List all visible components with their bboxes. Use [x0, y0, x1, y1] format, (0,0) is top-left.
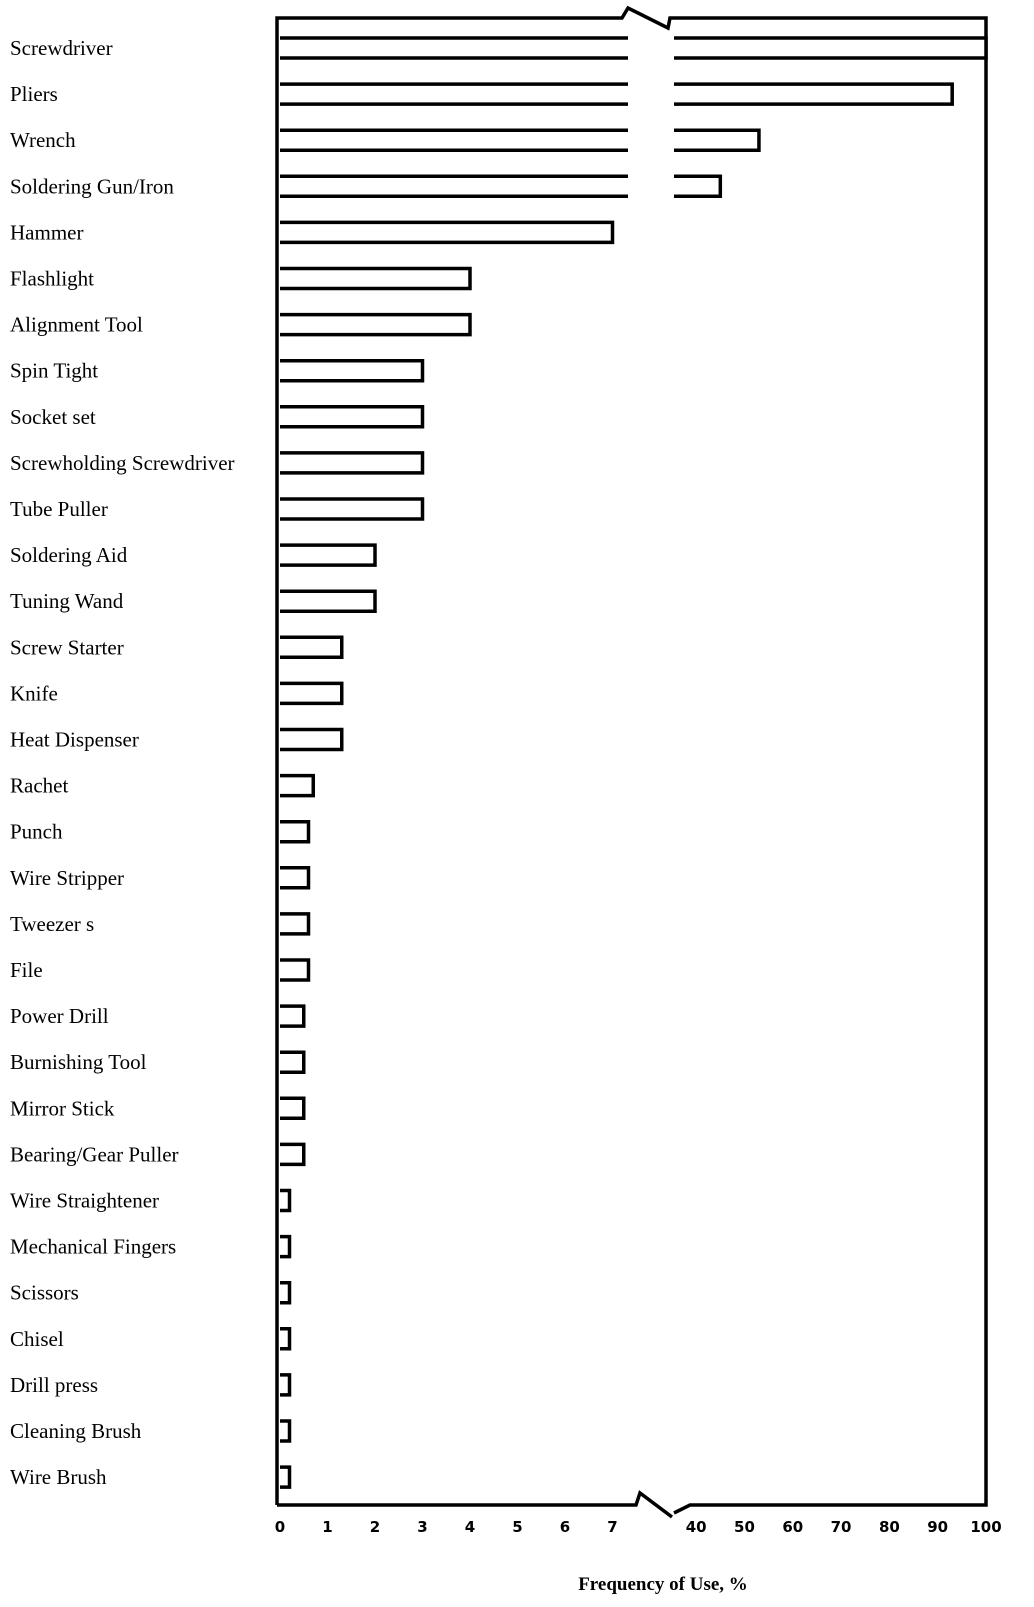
bar-low-segment — [280, 174, 628, 199]
category-label: Soldering Aid — [10, 543, 128, 567]
category-label: Punch — [10, 820, 63, 844]
category-label: Wire Stripper — [10, 866, 124, 890]
bar — [280, 958, 311, 982]
category-label: Tube Puller — [10, 497, 108, 521]
bar — [280, 819, 311, 844]
bar — [280, 497, 425, 521]
category-label: Wrench — [10, 128, 76, 152]
category-label: Mechanical Fingers — [10, 1235, 176, 1259]
bar — [280, 405, 425, 429]
category-label: Flashlight — [10, 267, 94, 291]
bar — [280, 589, 377, 613]
bar — [280, 358, 425, 383]
category-label: Knife — [10, 681, 58, 705]
x-tick-label: 3 — [417, 1518, 427, 1536]
bar — [280, 727, 344, 752]
x-tick-label: 40 — [686, 1518, 707, 1536]
bar — [280, 1419, 292, 1443]
x-tick-label: 4 — [465, 1518, 475, 1536]
x-tick-label: 1 — [322, 1518, 332, 1536]
bar — [280, 912, 311, 936]
bar — [280, 866, 311, 890]
bar-low-segment — [280, 128, 628, 152]
category-label: File — [10, 958, 43, 982]
category-label: Bearing/Gear Puller — [10, 1142, 179, 1166]
bar — [280, 1327, 292, 1351]
x-tick-label: 2 — [370, 1518, 380, 1536]
bar — [280, 1280, 292, 1305]
x-tick-label: 60 — [782, 1518, 803, 1536]
bar — [280, 220, 615, 245]
category-label: Mirror Stick — [10, 1096, 115, 1120]
category-label: Heat Dispenser — [10, 728, 139, 752]
bar — [280, 681, 344, 706]
category-label: Power Drill — [10, 1004, 109, 1028]
x-tick-label: 70 — [831, 1518, 852, 1536]
category-label: Tweezer s — [10, 912, 94, 936]
bar — [280, 1188, 292, 1213]
bar — [280, 1142, 306, 1167]
bar — [280, 1096, 306, 1121]
bar — [280, 266, 472, 291]
x-tick-label: 80 — [879, 1518, 900, 1536]
category-label: Screwholding Screwdriver — [10, 451, 235, 475]
x-tick-label: 0 — [275, 1518, 285, 1536]
category-label: Drill press — [10, 1373, 98, 1397]
bar — [280, 1373, 292, 1397]
category-label: Hammer — [10, 220, 83, 244]
bar — [280, 1234, 292, 1259]
category-label: Chisel — [10, 1327, 64, 1351]
bar-high-segment — [674, 174, 723, 199]
category-label: Rachet — [10, 774, 68, 798]
category-label: Scissors — [10, 1281, 79, 1305]
bar — [280, 1465, 292, 1489]
category-label: Cleaning Brush — [10, 1419, 142, 1443]
bar — [280, 1004, 306, 1028]
category-label: Socket set — [10, 405, 96, 429]
bar-high-segment — [674, 128, 761, 152]
x-axis-break-line — [277, 1490, 674, 1519]
bar — [280, 543, 377, 567]
x-tick-label: 7 — [607, 1518, 617, 1536]
bar-high-segment — [674, 82, 954, 106]
x-tick-label: 50 — [734, 1518, 755, 1536]
bar — [280, 773, 315, 798]
category-label: Wire Straightener — [10, 1189, 159, 1213]
bar — [280, 451, 425, 475]
category-label: Soldering Gun/Iron — [10, 174, 174, 198]
x-tick-label: 90 — [927, 1518, 948, 1536]
category-label: Pliers — [10, 82, 58, 106]
bar-high-segment — [674, 36, 988, 60]
axis-frame — [275, 5, 988, 1515]
bar-low-segment — [280, 36, 628, 60]
x-tick-label: 5 — [512, 1518, 522, 1536]
x-tick-label: 6 — [560, 1518, 570, 1536]
x-axis-title: Frequency of Use, % — [578, 1574, 748, 1595]
category-label: Tuning Wand — [10, 589, 124, 613]
category-label: Screwdriver — [10, 36, 113, 60]
category-label: Burnishing Tool — [10, 1050, 147, 1074]
category-label: Alignment Tool — [10, 313, 143, 337]
category-label: Spin Tight — [10, 359, 98, 383]
bar-low-segment — [280, 82, 628, 106]
bar — [280, 312, 472, 337]
bar — [280, 1050, 306, 1074]
x-tick-label: 100 — [970, 1518, 1001, 1536]
bar — [280, 635, 344, 660]
category-label: Screw Starter — [10, 635, 124, 659]
category-label: Wire Brush — [10, 1465, 107, 1489]
